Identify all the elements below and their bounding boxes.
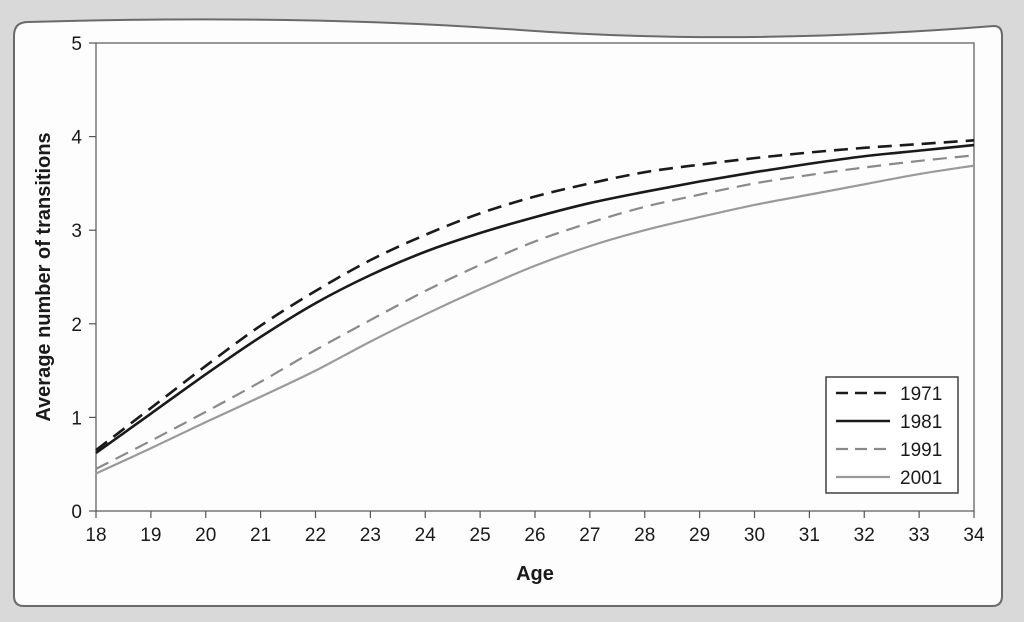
legend-label: 1971: [900, 384, 942, 405]
legend-box: [825, 376, 959, 494]
y-tick-label: 3: [71, 221, 82, 242]
chart-card: [13, 18, 1003, 607]
series-line-2001: [95, 164, 975, 475]
x-tick-label: 20: [195, 525, 216, 546]
legend: 1971 1981 1991 2001: [825, 376, 959, 494]
x-tick-label: 33: [909, 525, 930, 546]
legend-label: 1981: [900, 412, 942, 433]
x-tick-label: 31: [799, 525, 820, 546]
y-tick-label: 0: [71, 502, 82, 523]
x-tick-label: 29: [689, 525, 710, 546]
x-axis: 18 19 20 21 22 23 24 25 26 27 28 29 30 31 32 33 34: [85, 511, 985, 546]
x-tick-label: 21: [250, 525, 271, 546]
y-axis: 0 1 2 3 4 5: [71, 34, 96, 523]
x-tick-label: 19: [140, 525, 161, 546]
x-tick-label: 34: [963, 525, 985, 546]
x-tick-label: 22: [305, 525, 326, 546]
x-tick-label: 24: [415, 525, 437, 546]
legend-label: 1991: [900, 440, 942, 461]
x-tick-label: 26: [524, 525, 545, 546]
series-line-1971: [95, 139, 975, 452]
series-line-1991: [95, 154, 975, 470]
x-tick-label: 32: [854, 525, 875, 546]
x-tick-label: 27: [579, 525, 600, 546]
x-axis-title: Age: [516, 563, 554, 585]
series-line-1981: [95, 143, 975, 455]
x-tick-label: 28: [634, 525, 655, 546]
x-tick-label: 18: [85, 525, 106, 546]
x-tick-label: 30: [744, 525, 765, 546]
x-tick-label: 25: [470, 525, 491, 546]
y-axis-title: Average number of transitions: [33, 132, 55, 421]
legend-label: 2001: [900, 468, 942, 489]
y-tick-label: 5: [71, 34, 82, 55]
x-tick-label: 23: [360, 525, 381, 546]
series-layer: [95, 139, 975, 475]
y-tick-label: 2: [71, 315, 82, 336]
y-tick-label: 4: [71, 128, 82, 149]
y-tick-label: 1: [71, 408, 82, 429]
